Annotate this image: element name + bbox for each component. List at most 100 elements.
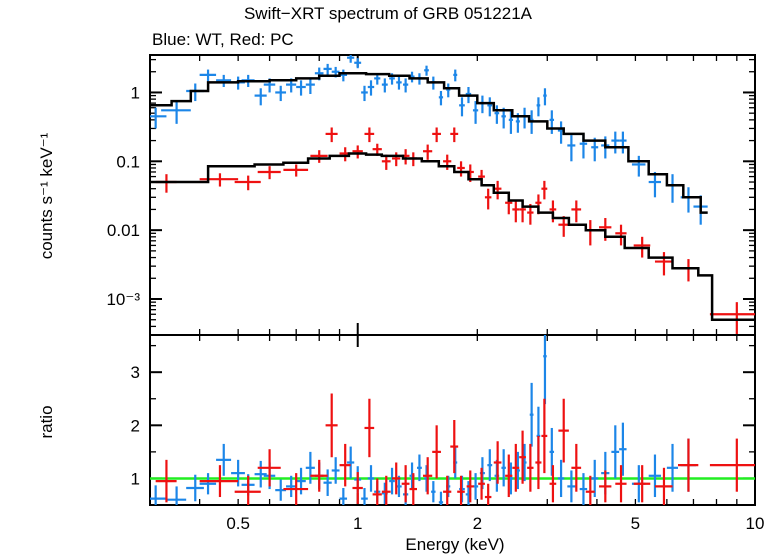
pc-data-point	[392, 152, 401, 167]
wt-data-point	[354, 58, 362, 69]
pc-data-point	[678, 259, 699, 282]
x-axis-label: Energy (keV)	[405, 535, 504, 554]
pc-ratio-point	[234, 475, 261, 505]
pc-ratio-point	[535, 435, 542, 490]
x-tick-label: 2	[473, 514, 482, 533]
wt-data-point	[186, 83, 204, 102]
wt-data-point	[567, 135, 576, 162]
wt-data-point	[487, 97, 493, 117]
pc-ratio-point	[549, 465, 557, 503]
wt-ratio-point	[286, 475, 297, 498]
pc-ratio-point	[199, 465, 239, 498]
wt-ratio-point	[501, 449, 506, 487]
pc-ratio-point	[401, 465, 410, 503]
y-tick-label: 1	[131, 469, 140, 488]
wt-data-point	[347, 55, 355, 63]
wt-data-point	[296, 80, 306, 96]
pc-ratio-point	[709, 438, 755, 492]
ratio-frame	[149, 334, 756, 506]
wt-ratio-point	[216, 443, 232, 476]
pc-model-line	[150, 152, 755, 321]
pc-ratio-point	[423, 457, 433, 495]
wt-ratio-point	[431, 481, 436, 503]
wt-ratio-point	[231, 459, 245, 487]
wt-ratio-point	[331, 457, 340, 484]
pc-data-point	[654, 252, 673, 276]
wt-ratio-point	[487, 449, 493, 482]
wt-data-point	[361, 85, 368, 102]
wt-ratio-point	[417, 454, 422, 482]
pc-ratio-point	[512, 443, 520, 492]
pc-data-point	[457, 161, 465, 177]
pc-data-point	[541, 180, 548, 200]
wt-ratio-point	[150, 485, 167, 505]
pc-data-point	[443, 154, 452, 170]
wt-data-point	[161, 101, 191, 124]
pc-ratio-point	[678, 438, 699, 492]
pc-data-point	[257, 166, 281, 180]
wt-data-point	[666, 174, 679, 203]
pc-ratio-point	[585, 475, 595, 505]
wt-data-point	[216, 74, 232, 88]
x-tick-label: 10	[746, 514, 765, 533]
wt-data-point	[648, 171, 662, 198]
wt-data-point	[402, 78, 409, 93]
wt-ratio-point	[166, 486, 187, 505]
pc-data-point	[423, 144, 433, 160]
pc-data-point	[364, 127, 375, 143]
pc-data-point	[484, 188, 492, 210]
pc-data-point	[381, 154, 391, 170]
wt-data-point	[446, 83, 451, 98]
pc-data-point	[450, 127, 459, 143]
wt-ratio-point	[648, 454, 662, 498]
pc-ratio-point	[599, 470, 612, 503]
pc-data-point	[155, 174, 177, 193]
chart-subtitle: Blue: WT, Red: PC	[152, 30, 294, 49]
pc-ratio-point	[493, 441, 502, 484]
wt-data-point	[472, 101, 479, 124]
spectrum-frame	[149, 54, 756, 336]
wt-data-point	[254, 88, 267, 106]
wt-ratio-point	[199, 473, 217, 495]
pc-ratio-point	[364, 398, 375, 458]
pc-data-point	[512, 200, 520, 223]
y-tick-label: 2	[131, 416, 140, 435]
spectrum-panel: 1 0.1 0.01 10⁻³	[106, 54, 756, 336]
pc-data-point	[571, 200, 582, 223]
wt-data-point	[381, 78, 388, 93]
wt-ratio-point	[567, 470, 576, 503]
pc-ratio-point	[257, 449, 281, 487]
wt-data-point	[549, 110, 555, 134]
wt-data-point	[631, 155, 646, 177]
pc-ratio-point	[484, 483, 492, 505]
wt-ratio-point	[557, 459, 565, 498]
y-tick-label: 1	[131, 83, 140, 102]
y-tick-label: 0.01	[107, 221, 140, 240]
pc-ratio-point	[571, 443, 582, 492]
wt-ratio-point	[305, 451, 315, 484]
wt-data-point	[424, 65, 429, 76]
ratio-data	[150, 335, 755, 505]
pc-data-point	[310, 150, 328, 163]
wt-ratio-point	[611, 425, 620, 479]
wt-ratio-point	[579, 473, 588, 505]
x-tick-label: 1	[353, 514, 362, 533]
wt-data-point	[508, 110, 514, 134]
pc-ratio-point	[443, 475, 452, 505]
wt-data-point	[323, 63, 332, 75]
wt-data-point	[522, 107, 527, 129]
wt-data-point	[479, 95, 485, 114]
wt-ratio-point	[339, 488, 348, 505]
chart-title: Swift−XRT spectrum of GRB 051221A	[243, 4, 533, 23]
pc-ratio-point	[372, 478, 382, 505]
wt-data-point	[367, 80, 375, 96]
ratio-panel: 0.5 1 2 5 10 1 2 3	[131, 334, 765, 533]
pc-ratio-point	[392, 462, 401, 495]
pc-ratio-point	[155, 459, 177, 503]
wt-model-line	[150, 72, 708, 214]
pc-ratio-point	[478, 467, 485, 500]
pc-ratio-point	[527, 443, 534, 492]
wt-ratio-point	[361, 488, 368, 505]
pc-ratio-point	[558, 398, 569, 463]
